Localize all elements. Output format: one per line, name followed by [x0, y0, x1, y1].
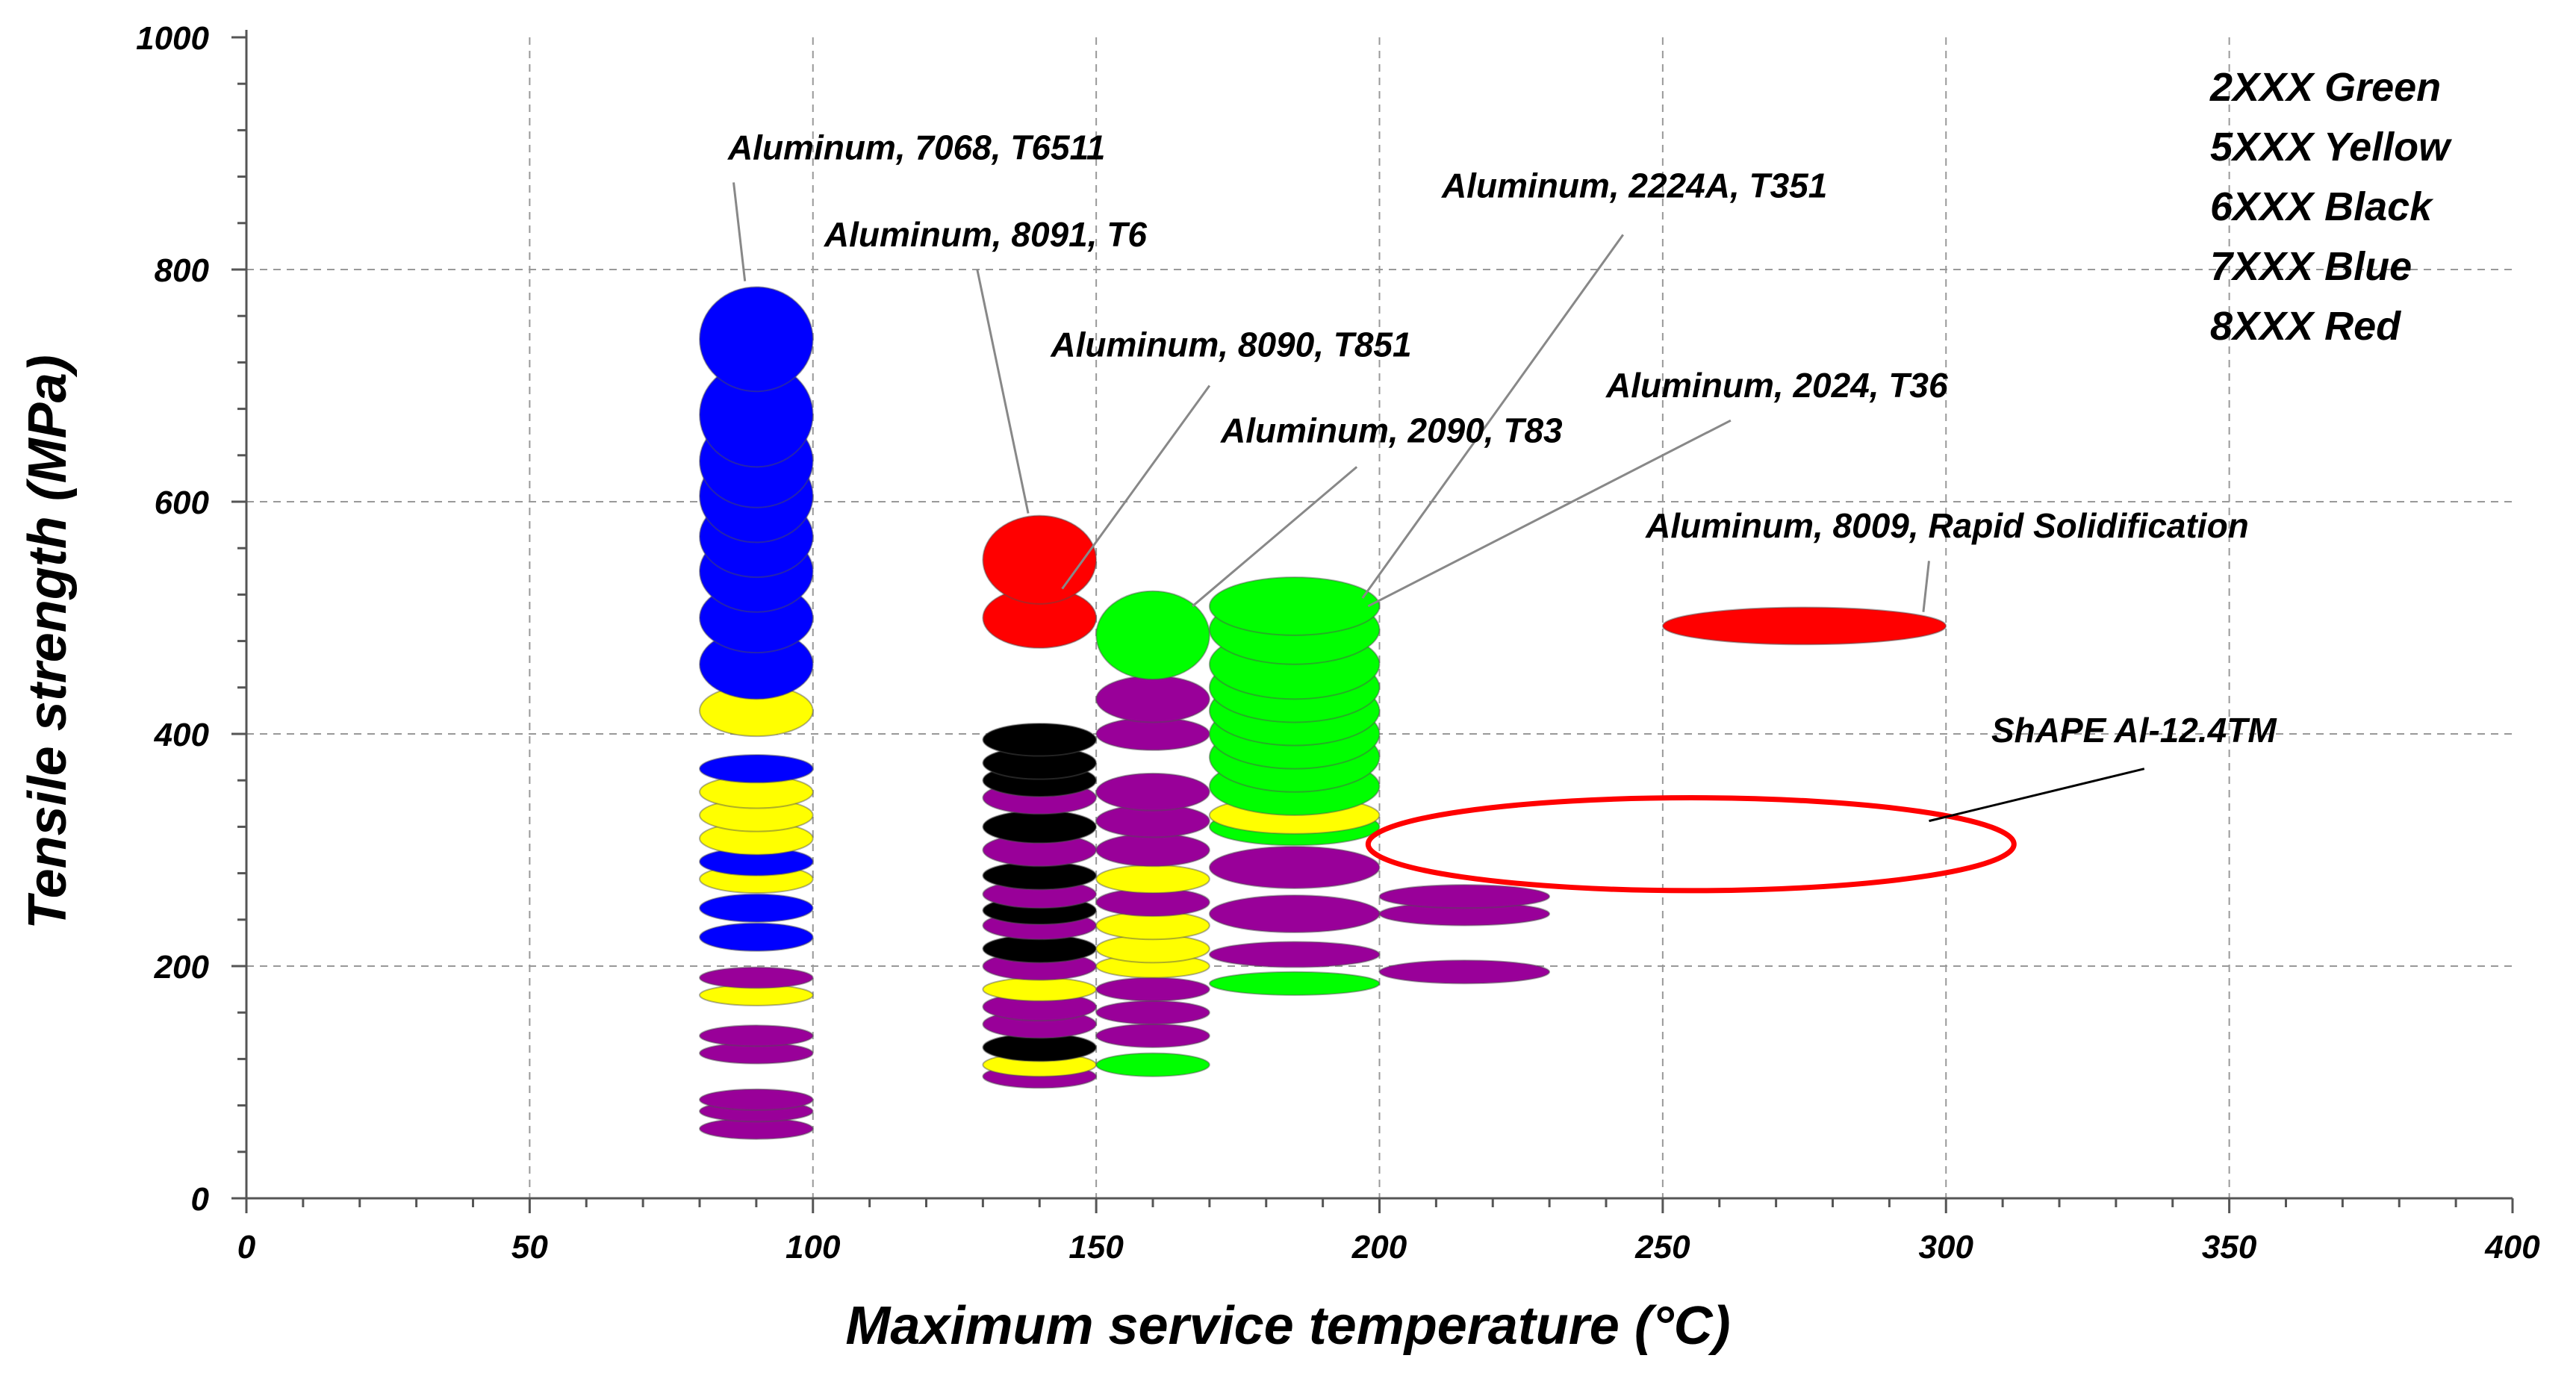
x-tick-label-0: 0: [237, 1229, 256, 1265]
bubble-57: [1095, 675, 1210, 723]
bubble-59: [1208, 971, 1381, 996]
x-tick-label-300: 300: [1919, 1229, 1974, 1265]
bubble-45: [1095, 1023, 1210, 1048]
annotation-label-0: Aluminum, 7068, T6511: [727, 128, 1105, 166]
bubble-46: [1095, 1000, 1210, 1025]
bubble-29: [982, 977, 1098, 1002]
annotation-label-1: Aluminum, 8091, T6: [824, 215, 1147, 254]
bubble-41: [982, 723, 1098, 757]
x-tick-label-50: 50: [511, 1229, 548, 1265]
outline-ellipses: [1365, 795, 2017, 894]
bubble-73: [1378, 959, 1551, 985]
annotation-leader-2: [1361, 234, 1624, 599]
y-tick-labels: 0 200 400 600 800 1000: [136, 20, 209, 1218]
bubble-7: [699, 922, 814, 952]
annotation-leader-6: [1922, 561, 1930, 612]
x-tick-label-250: 250: [1634, 1229, 1690, 1265]
annotation-leader-0: [732, 182, 747, 281]
bubble-4: [699, 1024, 814, 1047]
bubble-6: [699, 966, 814, 989]
bubble-62: [1208, 845, 1381, 889]
annotation-leader-7: [1929, 768, 2145, 823]
y-tick-label-600: 600: [155, 485, 210, 521]
bubble-53: [1095, 832, 1210, 868]
y-axis-title: Tensile strength (MPa): [18, 355, 78, 929]
bubble-44: [1095, 1052, 1210, 1077]
y-tick-label-400: 400: [154, 717, 210, 753]
axes: [231, 30, 2514, 1213]
y-tick-label-200: 200: [154, 949, 210, 986]
annotations: Aluminum, 7068, T6511 Aluminum, 8091, T6 A…: [727, 128, 2277, 823]
x-axis-title: Maximum service temperature (°C): [845, 1296, 1730, 1356]
x-tick-label-200: 200: [1351, 1229, 1407, 1265]
bubble-52: [1095, 864, 1210, 894]
annotation-label-7: ShAPE Al-12.4TM: [1991, 711, 2277, 750]
annotation-label-3: Aluminum, 8090, T851: [1050, 326, 1411, 364]
bubble-58: [1095, 590, 1210, 680]
legend-entry-5xxx: 5XXX Yellow: [2210, 125, 2452, 169]
annotation-leader-5: [1192, 466, 1358, 608]
y-tick-label-0: 0: [191, 1181, 210, 1218]
annotation-leader-3: [1061, 384, 1211, 590]
grid-lines: [246, 37, 2513, 1198]
bubble-75: [1378, 884, 1551, 909]
bubble-43: [982, 514, 1098, 605]
bubble-55: [1095, 772, 1210, 812]
bubble-61: [1208, 894, 1381, 933]
bubble-72: [1208, 576, 1381, 636]
x-tick-label-100: 100: [785, 1229, 841, 1265]
x-tick-label-150: 150: [1068, 1229, 1124, 1265]
bubble-47: [1095, 977, 1210, 1002]
bubble-23: [699, 286, 814, 393]
annotation-label-2: Aluminum, 2224A, T351: [1441, 166, 1827, 205]
legend-entry-2xxx: 2XXX Green: [2209, 65, 2441, 110]
annotation-label-4: Aluminum, 2024, T36: [1605, 366, 1948, 405]
annotation-label-5: Aluminum, 2090, T83: [1220, 411, 1563, 450]
legend-entry-6xxx: 6XXX Black: [2210, 184, 2434, 229]
legend-entry-7xxx: 7XXX Blue: [2210, 244, 2412, 289]
x-tick-labels: 0 50 100 150 200 250 300 350 400: [237, 1229, 2540, 1265]
annotation-leader-4: [1367, 419, 1732, 608]
y-tick-label-800: 800: [155, 252, 210, 289]
x-tick-label-350: 350: [2202, 1229, 2257, 1265]
annotation-label-6: Aluminum, 8009, Rapid Solidification: [1645, 506, 2249, 545]
bubble-14: [699, 753, 814, 784]
bubble-8: [699, 893, 814, 923]
y-tick-label-1000: 1000: [136, 20, 209, 57]
legend: 2XXX Green 5XXX Yellow 6XXX Black 7XXX B…: [2209, 65, 2452, 349]
outline-ellipse-0: [1365, 795, 2017, 894]
bubble-60: [1208, 941, 1381, 968]
legend-entry-8xxx: 8XXX Red: [2210, 304, 2401, 349]
bubble-37: [982, 809, 1098, 844]
annotation-leader-1: [976, 269, 1030, 514]
x-tick-label-400: 400: [2484, 1229, 2540, 1265]
bubble-76: [1661, 606, 1947, 646]
bubble-2: [699, 1088, 814, 1111]
